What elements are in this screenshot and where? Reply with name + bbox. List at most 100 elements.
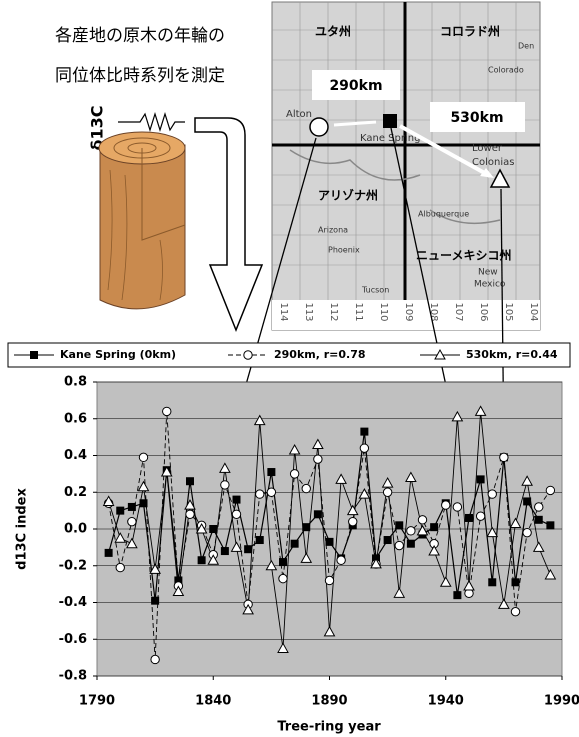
marker-triangle xyxy=(149,563,161,574)
y-tick-label: -0.6 xyxy=(59,632,87,647)
place-label: Tucson xyxy=(361,286,389,295)
marker-square xyxy=(174,576,183,585)
y-tick-label: -0.2 xyxy=(59,558,87,573)
tree-log xyxy=(98,131,186,310)
longitude-label: 108 xyxy=(428,302,439,321)
x-tick-label: 1940 xyxy=(428,694,464,709)
marker-square xyxy=(523,497,532,506)
legend-label: 530km, r=0.44 xyxy=(466,348,558,361)
place-label: New xyxy=(478,268,498,278)
marker-circle xyxy=(266,487,277,497)
marker-triangle xyxy=(137,480,150,492)
marker-triangle xyxy=(207,554,220,565)
marker-circle xyxy=(313,454,323,464)
marker-triangle xyxy=(428,545,440,556)
marker-triangle xyxy=(498,598,510,609)
marker-triangle xyxy=(195,522,208,534)
marker-square xyxy=(511,578,520,587)
signal xyxy=(118,111,185,133)
marker-circle xyxy=(394,540,404,551)
place-label: Colorado xyxy=(488,66,524,75)
marker-triangle xyxy=(126,537,138,549)
x-tick-label: 1890 xyxy=(311,694,347,709)
marker-square xyxy=(395,521,404,530)
marker-triangle xyxy=(451,410,464,422)
y-tick-label: -0.4 xyxy=(59,595,87,610)
marker-circle xyxy=(348,516,358,527)
marker-triangle xyxy=(358,488,371,499)
marker-circle xyxy=(301,483,311,494)
y-tick-label: 0.8 xyxy=(64,375,87,390)
marker-circle xyxy=(185,509,195,519)
marker-square xyxy=(465,513,473,522)
y-tick-label: -0.8 xyxy=(59,669,87,684)
legend-box xyxy=(7,342,571,368)
marker-triangle xyxy=(230,541,243,552)
marker-triangle xyxy=(434,348,446,360)
longitude-label: 105 xyxy=(503,302,514,321)
marker-triangle xyxy=(544,568,557,580)
marker-circle xyxy=(243,350,253,360)
marker-triangle xyxy=(521,475,533,486)
marker-circle xyxy=(278,573,288,584)
marker-triangle xyxy=(474,405,487,416)
marker-square xyxy=(476,475,485,484)
marker-triangle xyxy=(219,462,231,473)
y-tick-label: 0.2 xyxy=(64,485,87,500)
marker-triangle xyxy=(277,642,289,653)
arrow-head xyxy=(480,168,494,178)
marker-circle xyxy=(231,509,242,519)
marker-circle xyxy=(441,500,451,510)
marker-square xyxy=(209,525,218,533)
marker-square xyxy=(151,596,160,605)
marker-triangle xyxy=(346,504,359,516)
marker-square xyxy=(302,523,311,532)
distance-arrow xyxy=(399,124,491,178)
marker-square xyxy=(244,545,253,554)
y-tick-label: 0.6 xyxy=(64,411,87,426)
distance-arrow xyxy=(333,120,377,127)
longitude-label: 114 xyxy=(278,302,289,321)
marker-circle xyxy=(487,489,497,499)
place-label: Colonias xyxy=(472,157,514,168)
marker-square xyxy=(197,556,206,565)
longitude-label: 104 xyxy=(528,302,539,321)
marker-triangle xyxy=(253,414,266,426)
marker-triangle xyxy=(323,625,336,637)
marker-circle xyxy=(127,516,137,527)
marker-circle xyxy=(382,487,393,497)
state-label: ユタ州 xyxy=(315,25,351,39)
marker-circle xyxy=(162,406,172,417)
marker-triangle xyxy=(463,579,475,591)
marker-square xyxy=(220,547,229,556)
marker-square xyxy=(104,548,113,557)
marker-triangle xyxy=(370,557,382,569)
x-tick-label: 1990 xyxy=(544,694,579,709)
marker-square xyxy=(127,502,136,511)
marker-circle xyxy=(499,452,509,463)
marker-circle xyxy=(452,502,463,512)
marker-triangle xyxy=(300,552,313,563)
marker-square xyxy=(313,510,322,519)
site-290km xyxy=(309,117,329,137)
place-label: Arizona xyxy=(318,226,348,235)
marker-square xyxy=(430,523,439,532)
marker-circle xyxy=(150,654,160,665)
y-tick-label: 0.4 xyxy=(64,448,87,463)
flow-arrow xyxy=(194,117,264,333)
place-label: Albuquerque xyxy=(418,210,469,219)
marker-triangle xyxy=(486,526,499,538)
longitude-label: 107 xyxy=(453,302,464,321)
marker-triangle xyxy=(114,532,127,543)
legend-label: 290km, r=0.78 xyxy=(274,348,366,361)
longitude-labels: 114 113 112 111 110 109 108 107 106 105 104 xyxy=(278,302,539,321)
marker-circle xyxy=(510,606,521,617)
header-line: 同位体比時系列を測定 xyxy=(55,66,225,86)
marker-square xyxy=(325,537,334,546)
place-label: Kane Spring xyxy=(360,133,420,144)
marker-square xyxy=(267,468,276,477)
chart: -0.8 -0.6 -0.4 -0.2 0.0 0.2 0.4 0.6 0.8 1790 1840 1… xyxy=(14,348,579,709)
state-label: アリゾナ州 xyxy=(318,188,378,203)
marker-triangle xyxy=(509,517,522,528)
